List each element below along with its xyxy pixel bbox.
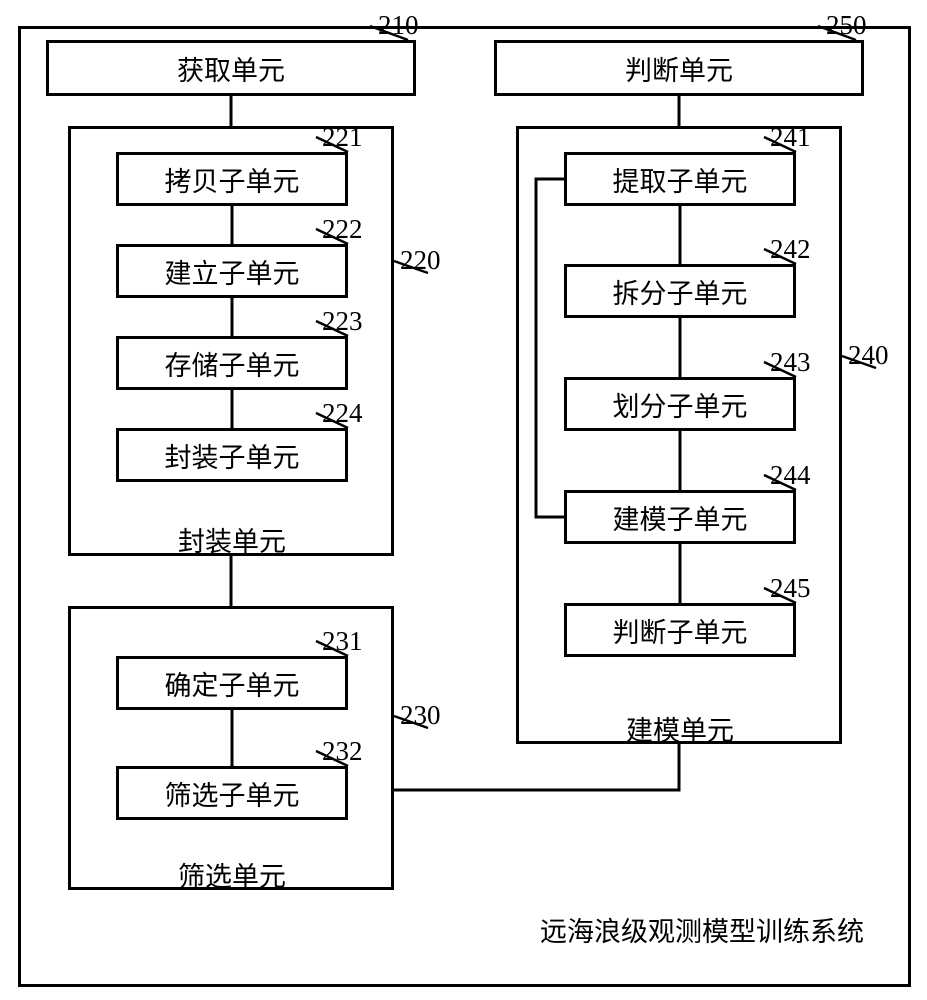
box-210-label: 获取单元	[177, 49, 285, 88]
sub-243: 划分子单元	[564, 377, 796, 431]
sub-244-label: 建模子单元	[613, 498, 748, 537]
sub-222-label: 建立子单元	[165, 252, 300, 291]
sub-224-ref: 224	[322, 398, 363, 429]
sub-242: 拆分子单元	[564, 264, 796, 318]
sub-241-ref: 241	[770, 122, 811, 153]
group-220-title: 封装单元	[178, 520, 286, 559]
sub-232-ref: 232	[322, 736, 363, 767]
sub-243-label: 划分子单元	[613, 385, 748, 424]
box-250-ref: 250	[826, 10, 867, 41]
group-230-title: 筛选单元	[178, 855, 286, 894]
box-210-ref: 210	[378, 10, 419, 41]
box-250-label: 判断单元	[625, 49, 733, 88]
sub-244: 建模子单元	[564, 490, 796, 544]
sub-232: 筛选子单元	[116, 766, 348, 820]
sub-221-label: 拷贝子单元	[165, 160, 300, 199]
sub-231-ref: 231	[322, 626, 363, 657]
sub-224-label: 封装子单元	[165, 436, 300, 475]
group-240-ref: 240	[848, 340, 889, 371]
sub-222: 建立子单元	[116, 244, 348, 298]
sub-221-ref: 221	[322, 122, 363, 153]
sub-245: 判断子单元	[564, 603, 796, 657]
box-250: 判断单元	[494, 40, 864, 96]
sub-222-ref: 222	[322, 214, 363, 245]
group-240-title: 建模单元	[626, 709, 734, 748]
sub-243-ref: 243	[770, 347, 811, 378]
sub-223-ref: 223	[322, 306, 363, 337]
sub-231: 确定子单元	[116, 656, 348, 710]
box-210: 获取单元	[46, 40, 416, 96]
system-caption: 远海浪级观测模型训练系统	[540, 910, 864, 949]
sub-245-label: 判断子单元	[613, 611, 748, 650]
sub-231-label: 确定子单元	[165, 664, 300, 703]
group-230-ref: 230	[400, 700, 441, 731]
sub-232-label: 筛选子单元	[165, 774, 300, 813]
sub-242-label: 拆分子单元	[613, 272, 748, 311]
sub-244-ref: 244	[770, 460, 811, 491]
sub-223: 存储子单元	[116, 336, 348, 390]
sub-224: 封装子单元	[116, 428, 348, 482]
sub-242-ref: 242	[770, 234, 811, 265]
sub-241: 提取子单元	[564, 152, 796, 206]
sub-245-ref: 245	[770, 573, 811, 604]
group-220-ref: 220	[400, 245, 441, 276]
sub-223-label: 存储子单元	[165, 344, 300, 383]
sub-221: 拷贝子单元	[116, 152, 348, 206]
sub-241-label: 提取子单元	[613, 160, 748, 199]
